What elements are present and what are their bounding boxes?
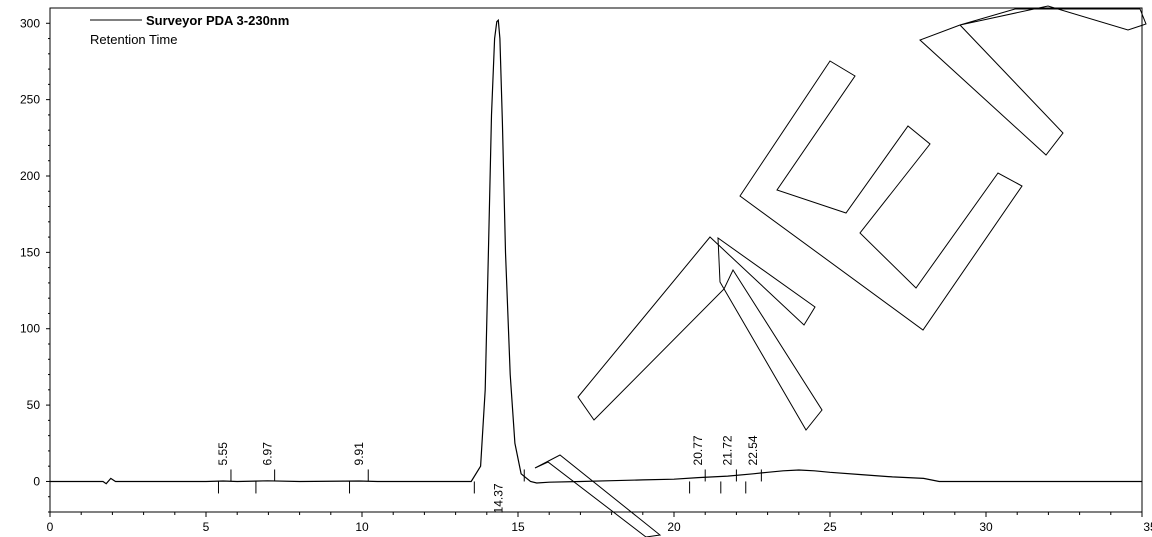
y-tick-label: 150	[20, 245, 40, 259]
x-tick-label: 20	[667, 520, 681, 534]
y-tick-label: 0	[33, 474, 40, 488]
x-tick-label: 5	[203, 520, 210, 534]
peak-labels: 5.55 6.97 9.91 14.37 20.77 21.72 22.54	[216, 435, 760, 513]
x-tick-label: 10	[355, 520, 369, 534]
x-tick-label: 30	[979, 520, 993, 534]
series-line	[50, 18, 1142, 485]
watermark-letter-m	[534, 454, 662, 537]
legend: Surveyor PDA 3-230nm Retention Time	[90, 13, 289, 47]
legend-subtitle: Retention Time	[90, 32, 177, 47]
integration-marks	[217, 469, 762, 494]
y-axis: 0 50 100 150 200 250 300	[20, 16, 50, 513]
peak-label: 14.37	[491, 483, 505, 513]
plot-area	[49, 7, 1143, 513]
y-tick-label: 100	[20, 322, 40, 336]
y-tick-label: 250	[20, 93, 40, 107]
peak-label: 9.91	[352, 442, 366, 466]
x-tick-label: 15	[511, 520, 525, 534]
peak-label: 6.97	[260, 442, 274, 466]
y-tick-label: 300	[20, 16, 40, 30]
y-tick-label: 50	[27, 398, 41, 412]
peak-label: 5.55	[216, 442, 230, 466]
legend-series-name: Surveyor PDA 3-230nm	[146, 13, 289, 28]
x-tick-label: 35	[1143, 520, 1152, 534]
y-tick-label: 200	[20, 169, 40, 183]
x-tick-label: 25	[823, 520, 837, 534]
watermark-letter-m-part	[577, 236, 823, 431]
series-layer	[50, 18, 1142, 485]
peak-label: 21.72	[721, 435, 735, 465]
x-axis: 0 5 10 15 20 25 30 35	[47, 512, 1152, 534]
plot-frame	[49, 7, 1143, 513]
watermark-letter-n	[919, 5, 1147, 156]
watermark-logo	[534, 5, 1147, 537]
peak-label: 20.77	[691, 435, 705, 465]
peak-label: 22.54	[746, 435, 760, 465]
watermark-letter-e	[739, 60, 1023, 331]
x-tick-label: 0	[47, 520, 54, 534]
